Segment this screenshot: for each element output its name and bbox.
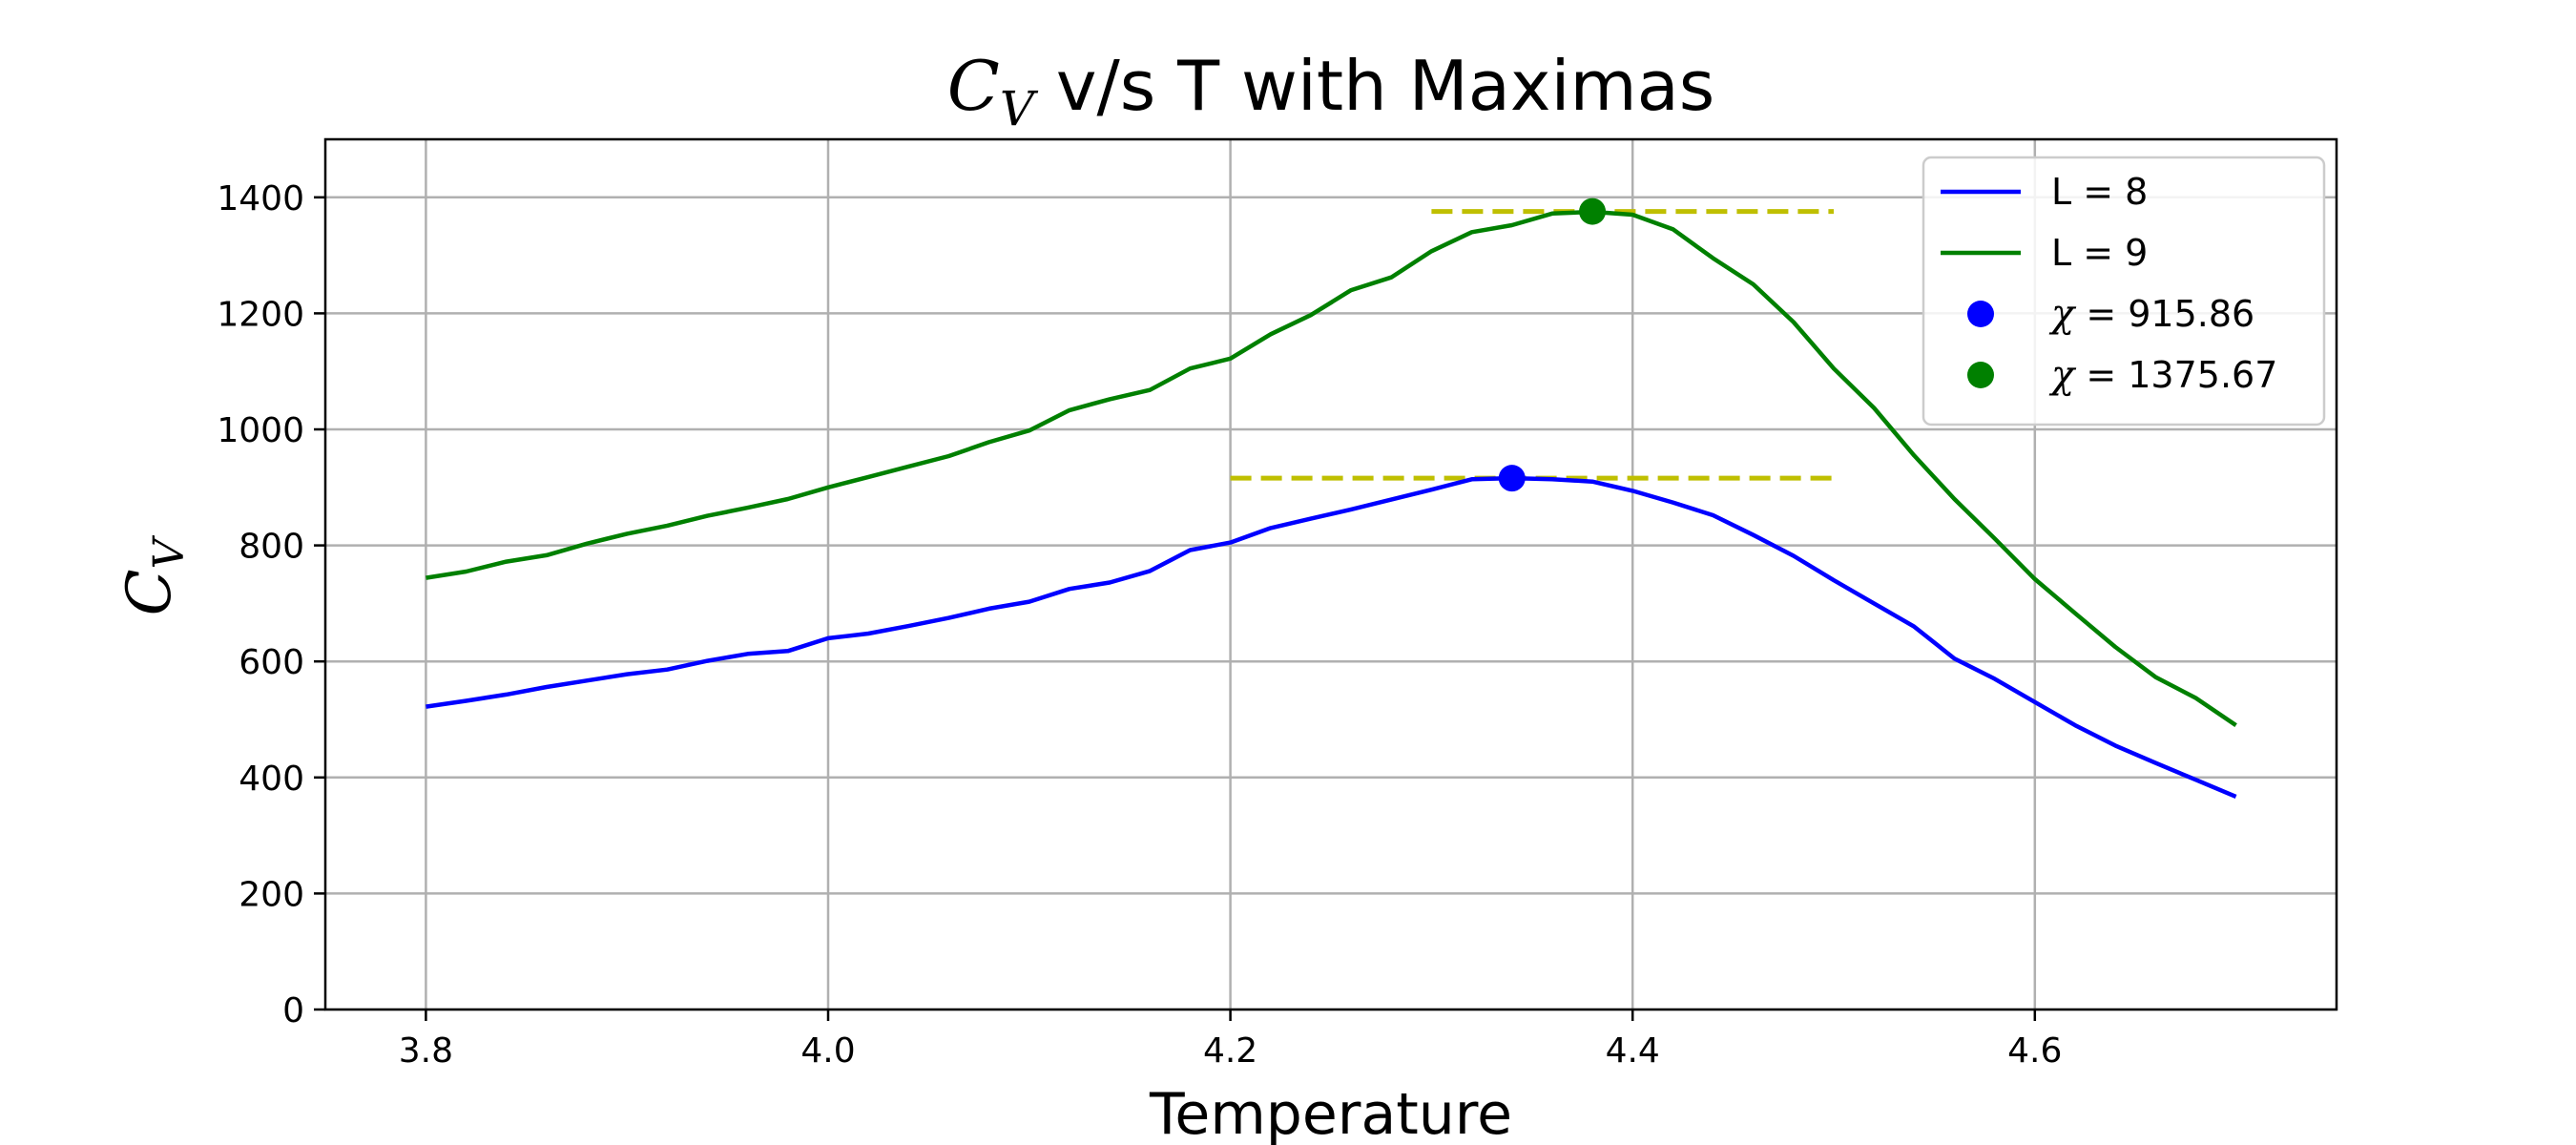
- maxima-point-2: [1579, 198, 1607, 225]
- legend-box: [1922, 156, 2326, 427]
- y-tick-label: 200: [239, 875, 304, 914]
- legend-chi-symbol: χ: [2048, 353, 2077, 397]
- series-lines: [426, 209, 2237, 799]
- chart-title-text: v/s T with Maximas: [1034, 46, 1714, 126]
- maxima-point-1: [1498, 465, 1526, 492]
- chart-title-symbol: C: [947, 46, 1000, 126]
- y-tick-label: 0: [282, 991, 304, 1030]
- y-tick-label: 1400: [217, 179, 304, 219]
- axes: [314, 137, 2338, 1021]
- legend-marker-swatch: [1967, 362, 1994, 388]
- plot-frame: [323, 137, 2338, 1011]
- y-tick-label: 800: [239, 528, 304, 567]
- legend-label: χ = 915.86: [2048, 292, 2254, 336]
- x-tick-label: 4.2: [1203, 1031, 1257, 1071]
- legend-label: L = 9: [2051, 232, 2148, 274]
- x-tick-label: 4.4: [1606, 1031, 1660, 1071]
- legend-label: L = 8: [2051, 171, 2148, 213]
- maxima-reference-lines: [1230, 209, 1834, 481]
- x-tick-label: 4.6: [2007, 1031, 2062, 1071]
- chart-title-subscript: V: [1000, 81, 1039, 136]
- legend-marker-swatch: [1967, 301, 1994, 327]
- y-axis-label-symbol: C: [114, 569, 185, 615]
- legend-chi-value: = 1375.67: [2074, 354, 2277, 396]
- legend: L = 8L = 9χ = 915.86χ = 1375.67: [1922, 156, 2326, 427]
- legend-label: χ = 1375.67: [2048, 353, 2277, 397]
- legend-chi-symbol: χ: [2048, 292, 2077, 336]
- x-tick-label: 4.0: [800, 1031, 855, 1071]
- x-axis-label: Temperature: [1149, 1081, 1512, 1145]
- y-axis-label: CV: [114, 534, 194, 615]
- y-tick-label: 1200: [217, 295, 304, 334]
- y-tick-label: 600: [239, 643, 304, 682]
- series-line-1: [426, 475, 2237, 799]
- y-axis-label-subscript: V: [145, 534, 194, 569]
- x-tick-label: 3.8: [399, 1031, 453, 1071]
- legend-chi-value: = 915.86: [2074, 293, 2254, 335]
- maxima-markers: [1498, 198, 1607, 492]
- series-line-2: [426, 209, 2237, 727]
- tick-labels: 3.8 4.0 4.2 4.4 4.6 0 200 400 600 800 1000 1200 1400: [217, 179, 2062, 1071]
- y-tick-label: 400: [239, 760, 304, 799]
- y-tick-label: 1000: [217, 411, 304, 450]
- chart-title: CV v/s T with Maximas: [947, 46, 1715, 136]
